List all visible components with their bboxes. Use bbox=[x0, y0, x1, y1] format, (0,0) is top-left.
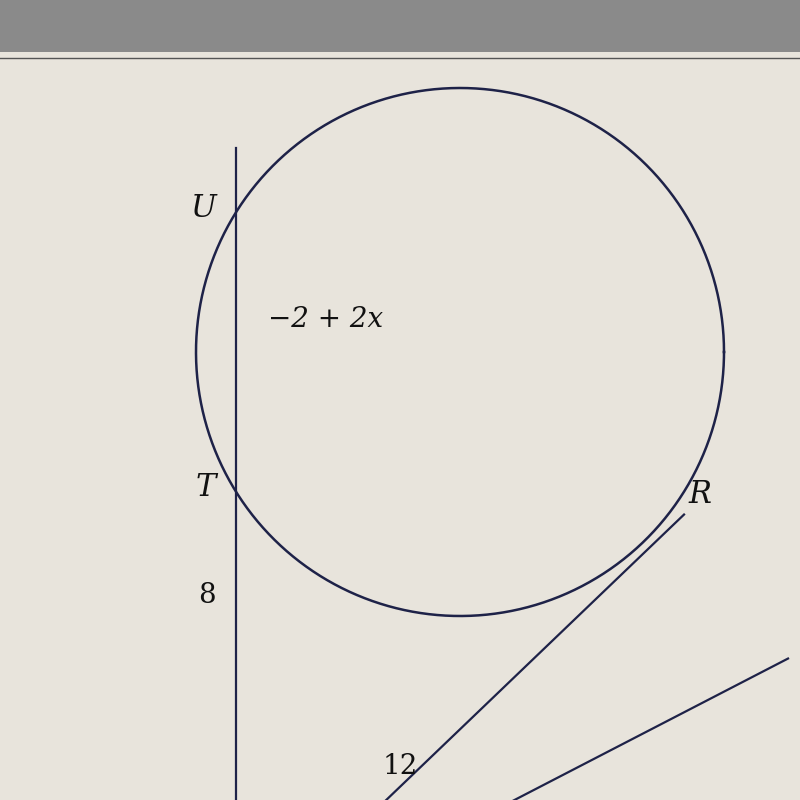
Text: 8: 8 bbox=[198, 582, 216, 610]
Text: 12: 12 bbox=[382, 753, 418, 780]
Text: R: R bbox=[688, 479, 711, 510]
Text: −2 + 2x: −2 + 2x bbox=[268, 306, 383, 334]
Text: U: U bbox=[190, 193, 216, 224]
Text: T: T bbox=[196, 472, 216, 503]
